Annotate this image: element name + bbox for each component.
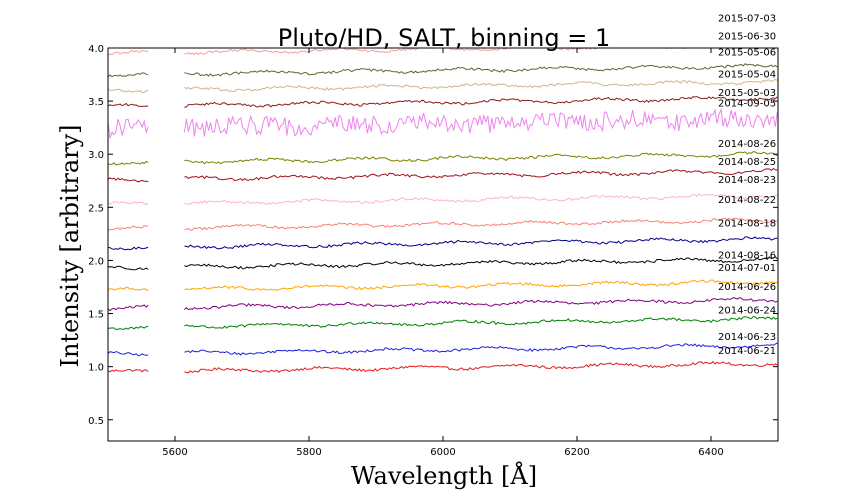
x-tick-label: 5800 — [296, 447, 321, 458]
x-tick-label: 6200 — [564, 447, 589, 458]
series-line-2014-08-18 — [108, 236, 778, 251]
date-label: 2014-06-23 — [718, 332, 776, 343]
y-tick-label: 1.5 — [88, 310, 104, 321]
y-tick-label: 3.0 — [88, 150, 104, 161]
series-line-2014-06-26 — [108, 297, 778, 312]
x-axis-title: Wavelength [Å] — [351, 461, 537, 490]
series-line-2015-05-06 — [108, 63, 778, 78]
y-tick-label: 4.0 — [88, 44, 104, 55]
plot-area — [108, 48, 778, 374]
series-line-2014-08-25 — [108, 167, 778, 183]
x-tick-label: 6000 — [430, 447, 455, 458]
date-label: 2015-05-06 — [718, 47, 776, 58]
series-line-2014-07-01 — [108, 279, 778, 292]
y-tick-label: 3.5 — [88, 97, 104, 108]
x-tick-label: 5600 — [162, 447, 187, 458]
date-label: 2014-08-23 — [718, 175, 776, 186]
y-tick-label: 0.5 — [88, 416, 104, 427]
date-label: 2014-09-05 — [718, 98, 776, 109]
x-tick-label: 6400 — [698, 447, 723, 458]
series-line-2014-08-26 — [108, 151, 778, 166]
series-line-2014-08-23 — [108, 193, 778, 206]
y-tick-label: 1.0 — [88, 363, 104, 374]
date-label: 2014-08-25 — [718, 157, 776, 168]
date-label: 2014-08-18 — [718, 218, 776, 229]
series-line-2014-06-23 — [108, 342, 778, 357]
series-line-2014-08-16 — [108, 256, 778, 271]
series-line-2015-05-03 — [108, 96, 778, 108]
y-tick-label: 2.5 — [88, 203, 104, 214]
date-label: 2014-07-01 — [718, 263, 776, 274]
date-label: 2014-06-24 — [718, 306, 776, 317]
date-label: 2014-06-21 — [718, 346, 776, 357]
series-line-2014-06-21 — [108, 360, 778, 374]
chart-title: Pluto/HD, SALT, binning = 1 — [278, 24, 610, 52]
series-line-2015-05-04 — [108, 78, 778, 94]
date-label: 2014-06-26 — [718, 282, 776, 293]
date-label: 2015-07-03 — [718, 13, 776, 24]
plot-frame — [107, 47, 779, 442]
series-line-2015-06-30 — [108, 48, 692, 56]
series-line-2014-06-24 — [108, 316, 778, 331]
date-label: 2014-08-22 — [718, 195, 776, 206]
date-label: 2015-06-30 — [718, 32, 776, 43]
date-label: 2014-08-26 — [718, 139, 776, 150]
date-label: 2014-08-16 — [718, 250, 776, 261]
date-label: 2015-05-03 — [718, 88, 776, 99]
series-line-2014-09-05 — [108, 107, 778, 139]
axis-ticks: 5600 5800 6000 6200 6400 0.5 1.0 1.5 2.0 2.5 3.0 3.… — [88, 44, 778, 458]
series-line-2014-08-22 — [108, 217, 778, 231]
date-label: 2015-05-04 — [718, 70, 776, 81]
y-axis-title: Intensity [arbitrary] — [56, 124, 84, 367]
y-tick-label: 2.0 — [88, 256, 104, 267]
date-labels: 2014-06-21 2014-06-23 2014-06-24 2014-06-26… — [718, 13, 776, 357]
